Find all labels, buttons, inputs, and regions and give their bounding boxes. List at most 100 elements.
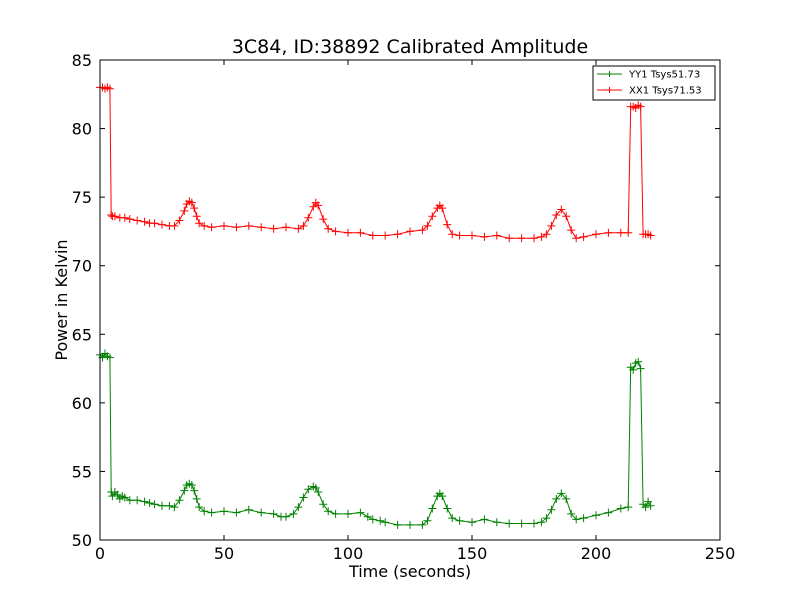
data-point-xx1 xyxy=(505,234,514,243)
data-point-xx1 xyxy=(418,226,427,235)
data-point-yy1 xyxy=(192,494,201,503)
data-point-yy1 xyxy=(455,516,464,525)
data-point-xx1 xyxy=(140,217,149,226)
data-point-yy1 xyxy=(393,520,402,529)
data-point-xx1 xyxy=(220,221,228,230)
data-point-xx1 xyxy=(579,232,588,241)
data-point-yy1 xyxy=(294,503,303,512)
data-point-yy1 xyxy=(125,496,134,505)
data-point-yy1 xyxy=(604,508,613,517)
data-point-yy1 xyxy=(418,520,427,529)
series-layer xyxy=(96,83,655,529)
data-point-yy1 xyxy=(505,519,514,528)
data-point-yy1 xyxy=(468,518,476,527)
data-point-yy1 xyxy=(200,507,209,516)
data-point-yy1 xyxy=(180,486,189,495)
data-point-xx1 xyxy=(557,205,566,214)
data-point-yy1 xyxy=(133,496,142,505)
x-tick-label: 0 xyxy=(95,544,105,563)
data-point-xx1 xyxy=(455,231,464,240)
data-point-yy1 xyxy=(105,353,114,362)
data-point-xx1 xyxy=(537,232,546,241)
data-point-xx1 xyxy=(547,221,556,230)
data-point-xx1 xyxy=(294,224,303,233)
data-point-yy1 xyxy=(331,509,340,518)
data-point-yy1 xyxy=(319,500,328,509)
data-point-yy1 xyxy=(368,515,377,524)
data-point-xx1 xyxy=(542,230,551,239)
data-point-yy1 xyxy=(257,508,266,517)
data-point-yy1 xyxy=(448,514,457,523)
data-point-yy1 xyxy=(324,507,333,516)
data-point-yy1 xyxy=(646,501,655,510)
data-point-xx1 xyxy=(443,220,452,229)
data-point-yy1 xyxy=(641,503,650,512)
data-point-xx1 xyxy=(530,234,538,243)
data-point-xx1 xyxy=(492,231,501,240)
data-point-xx1 xyxy=(187,198,196,207)
data-point-yy1 xyxy=(304,485,313,494)
legend-label-xx1: XX1 Tsys71.53 xyxy=(629,86,702,97)
data-point-yy1 xyxy=(175,496,184,505)
data-point-yy1 xyxy=(547,505,556,514)
data-point-xx1 xyxy=(592,230,600,239)
data-point-xx1 xyxy=(517,234,526,243)
data-point-yy1 xyxy=(644,497,653,506)
data-point-xx1 xyxy=(232,223,241,232)
data-point-yy1 xyxy=(480,515,489,524)
x-axis-title: Time (seconds) xyxy=(348,562,471,581)
data-point-yy1 xyxy=(492,518,501,527)
data-point-yy1 xyxy=(244,505,253,514)
data-point-xx1 xyxy=(552,211,561,219)
y-tick-label: 60 xyxy=(72,394,92,413)
data-point-xx1 xyxy=(158,220,166,229)
data-point-xx1 xyxy=(175,216,184,225)
plot-area xyxy=(100,60,720,540)
data-point-yy1 xyxy=(376,516,385,525)
data-point-xx1 xyxy=(448,230,457,239)
data-point-xx1 xyxy=(562,212,571,221)
data-point-xx1 xyxy=(468,231,476,240)
data-point-yy1 xyxy=(120,493,129,502)
data-point-yy1 xyxy=(269,509,278,518)
data-point-xx1 xyxy=(636,102,645,111)
data-point-yy1 xyxy=(530,519,538,528)
data-point-xx1 xyxy=(150,219,159,228)
legend-box xyxy=(592,65,716,101)
data-point-xx1 xyxy=(244,221,253,230)
data-point-xx1 xyxy=(423,221,432,230)
data-point-yy1 xyxy=(579,514,588,523)
data-point-yy1 xyxy=(150,500,159,509)
x-tick-label: 50 xyxy=(214,544,234,563)
data-point-yy1 xyxy=(356,508,365,517)
data-point-yy1 xyxy=(542,514,551,523)
data-point-xx1 xyxy=(368,231,377,240)
data-point-xx1 xyxy=(200,221,209,230)
data-point-yy1 xyxy=(113,490,122,499)
data-point-yy1 xyxy=(363,512,372,521)
data-point-xx1 xyxy=(624,228,633,237)
data-point-yy1 xyxy=(557,489,566,498)
data-point-xx1 xyxy=(125,215,134,224)
y-axis-title: Power in Kelvin xyxy=(52,239,71,360)
data-point-xx1 xyxy=(133,216,142,225)
data-point-xx1 xyxy=(356,228,365,237)
data-point-xx1 xyxy=(393,230,402,239)
data-point-yy1 xyxy=(567,509,576,518)
data-point-yy1 xyxy=(624,503,633,512)
data-point-yy1 xyxy=(344,509,352,518)
data-point-yy1 xyxy=(592,511,600,520)
data-point-yy1 xyxy=(636,364,645,373)
data-point-yy1 xyxy=(616,504,625,513)
data-point-xx1 xyxy=(646,231,655,240)
data-point-xx1 xyxy=(572,234,581,243)
data-point-yy1 xyxy=(108,492,117,501)
data-point-xx1 xyxy=(180,206,189,215)
data-point-yy1 xyxy=(190,486,199,495)
data-point-xx1 xyxy=(604,228,613,237)
y-tick-label: 50 xyxy=(72,531,92,550)
data-point-xx1 xyxy=(428,212,437,221)
data-point-yy1 xyxy=(428,504,437,513)
x-tick-label: 200 xyxy=(581,544,612,563)
